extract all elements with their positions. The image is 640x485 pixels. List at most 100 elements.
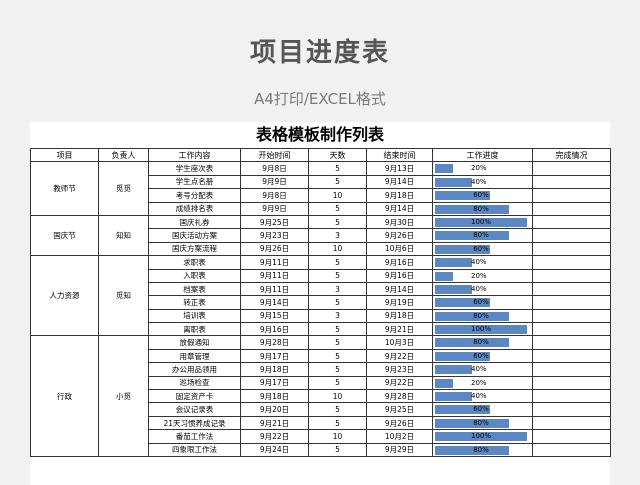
days-cell: 5 (308, 335, 367, 350)
progress-cell: 80% (432, 442, 533, 457)
task-cell: 培训表 (148, 308, 241, 324)
end-date-cell: 9月18日 (366, 188, 433, 203)
progress-bar (435, 325, 527, 335)
spreadsheet: 表格模板制作列表 项目 负责人 工作内容 开始时间 天数 结束时间 工作进度 完… (30, 122, 611, 485)
progress-bar (435, 191, 490, 201)
status-cell (532, 281, 611, 297)
days-cell: 5 (308, 201, 367, 216)
progress-label: 60% (473, 298, 489, 307)
table-row: 人力资源 觅知 求职表 9月11日 5 9月16日 40% (30, 255, 611, 337)
start-date-cell: 9月11日 (240, 268, 309, 283)
owner-cell: 知知 (98, 214, 149, 257)
status-cell (532, 295, 611, 310)
progress-label: 60% (473, 351, 489, 360)
progress-cell: 40% (432, 362, 533, 377)
progress-cell: 60% (432, 402, 533, 417)
header-days: 天数 (308, 147, 367, 163)
progress-label: 100% (470, 432, 491, 441)
progress-bar (435, 244, 490, 254)
task-cell: 21天习惯养成记录 (148, 415, 241, 431)
start-date-cell: 9月22日 (240, 429, 309, 444)
progress-bar (435, 284, 472, 294)
start-date-cell: 9月18日 (240, 389, 309, 404)
progress-label: 100% (470, 217, 491, 226)
owner-cell: 小觅 (98, 335, 149, 457)
progress-cell: 60% (432, 241, 533, 257)
start-date-cell: 9月20日 (240, 402, 309, 417)
start-date-cell: 9月11日 (240, 255, 309, 270)
progress-cell: 40% (432, 174, 533, 190)
days-cell: 5 (308, 295, 367, 310)
owner-cell: 觅觅 (98, 161, 149, 216)
end-date-cell: 10月2日 (366, 429, 433, 444)
end-date-cell: 9月18日 (366, 308, 433, 324)
progress-cell: 20% (432, 375, 533, 391)
task-cell: 学生点名册 (148, 174, 241, 190)
end-date-cell: 9月21日 (366, 322, 433, 337)
start-date-cell: 9月26日 (240, 241, 309, 257)
end-date-cell: 9月14日 (366, 201, 433, 216)
page-title: 项目进度表 (249, 38, 390, 68)
header-task: 工作内容 (148, 147, 241, 163)
progress-label: 60% (473, 405, 489, 414)
task-cell: 办公用品领用 (148, 362, 241, 377)
task-cell: 考号分配表 (148, 188, 241, 203)
progress-cell: 80% (432, 415, 533, 431)
status-cell (532, 362, 611, 377)
days-cell: 5 (308, 348, 367, 364)
owner-cell: 觅知 (98, 255, 149, 337)
end-date-cell: 9月30日 (366, 214, 433, 230)
end-date-cell: 9月25日 (366, 402, 433, 417)
progress-bar (435, 204, 509, 214)
sheet-title: 表格模板制作列表 (255, 125, 384, 144)
start-date-cell: 9月8日 (240, 161, 309, 176)
progress-cell: 80% (432, 201, 533, 216)
days-cell: 3 (308, 281, 367, 297)
status-cell (532, 201, 611, 216)
task-cell: 固定资产卡 (148, 389, 241, 404)
page-subtitle: A4打印/EXCEL格式 (254, 90, 386, 108)
progress-label: 40% (471, 392, 487, 401)
progress-cell: 40% (432, 281, 533, 297)
days-cell: 5 (308, 255, 367, 270)
progress-cell: 60% (432, 295, 533, 310)
start-date-cell: 9月18日 (240, 362, 309, 377)
task-cell: 成绩排名表 (148, 201, 241, 216)
days-cell: 10 (308, 429, 367, 444)
progress-label: 40% (471, 365, 487, 374)
task-cell: 入职表 (148, 268, 241, 283)
status-cell (532, 415, 611, 431)
start-date-cell: 9月17日 (240, 375, 309, 391)
start-date-cell: 9月17日 (240, 348, 309, 364)
status-cell (532, 389, 611, 404)
status-cell (532, 161, 611, 176)
status-cell (532, 402, 611, 417)
progress-cell: 80% (432, 228, 533, 243)
progress-bar (435, 338, 509, 348)
table-row: 四象限工作法 9月24日 5 9月29日 80% (31, 442, 611, 457)
status-cell (532, 241, 611, 257)
progress-cell: 100% (432, 429, 533, 444)
progress-label: 80% (473, 445, 489, 454)
task-cell: 国庆活动方案 (148, 228, 241, 243)
progress-label: 80% (473, 231, 489, 240)
progress-bar (435, 231, 509, 241)
progress-cell: 60% (432, 348, 533, 364)
days-cell: 5 (308, 161, 367, 176)
header-status: 完成情况 (532, 147, 611, 163)
status-cell (532, 188, 611, 203)
progress-cell: 100% (432, 322, 533, 337)
task-cell: 用章管理 (148, 348, 241, 364)
project-cell: 人力资源 (30, 255, 99, 337)
status-cell (532, 214, 611, 230)
start-date-cell: 9月25日 (240, 214, 309, 230)
progress-bar (435, 164, 453, 174)
task-cell: 放假通知 (148, 335, 241, 350)
progress-bar (435, 298, 490, 308)
progress-bar (435, 405, 490, 415)
table-row: 档案表 9月11日 3 9月14日 40% (31, 281, 611, 297)
task-cell: 巡场检查 (148, 375, 241, 391)
progress-cell: 40% (432, 255, 533, 270)
table-row: 教师节 觅觅 学生座次表 9月8日 5 9月13日 20% (30, 161, 611, 216)
task-cell: 学生座次表 (148, 161, 241, 176)
